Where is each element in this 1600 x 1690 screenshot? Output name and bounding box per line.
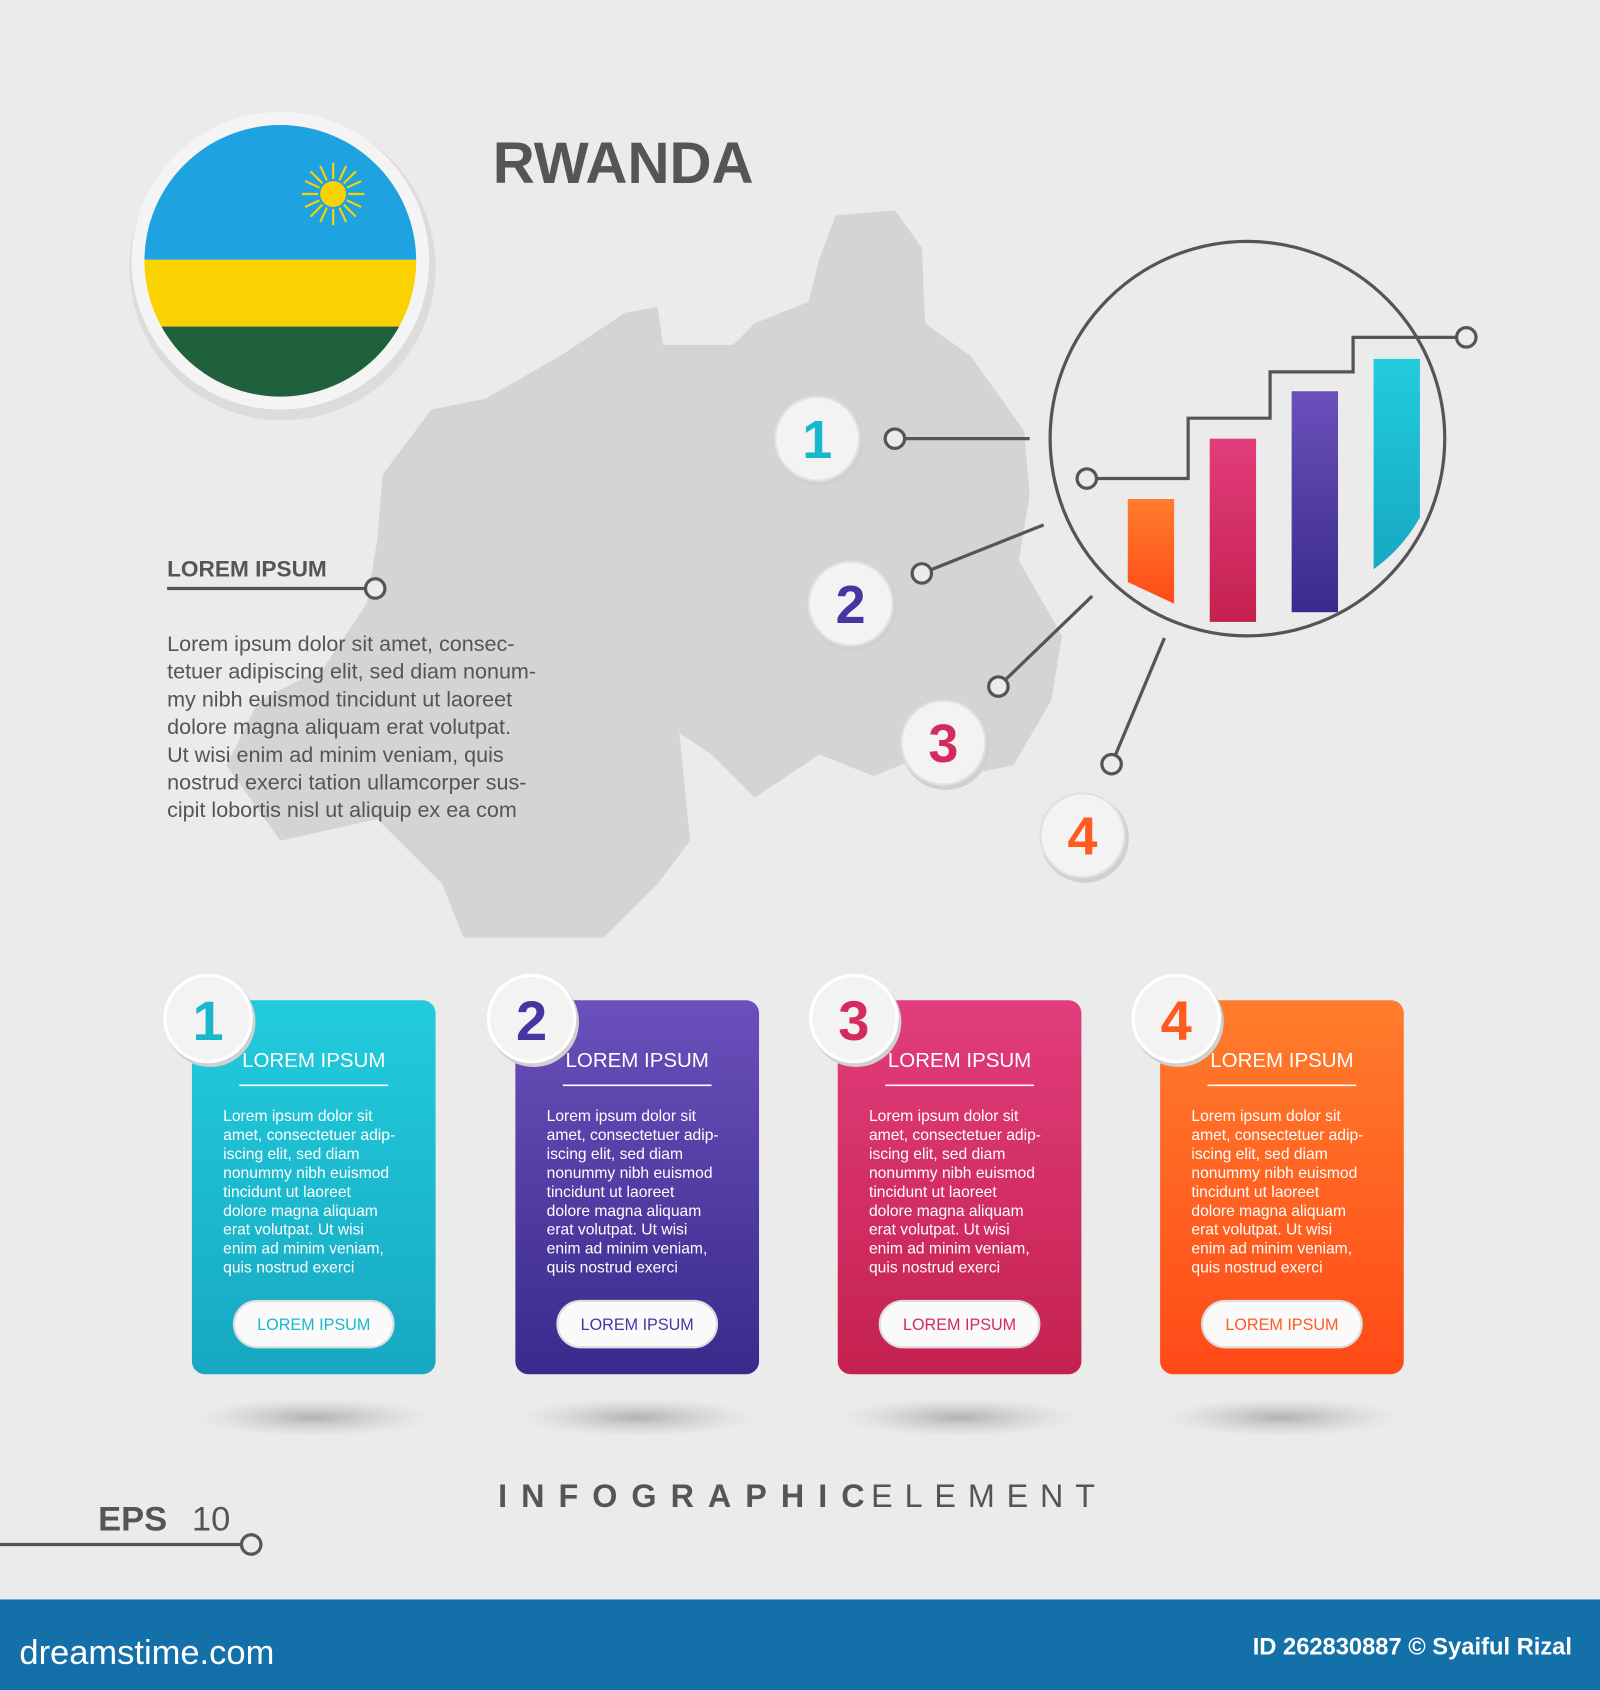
card-shadow [840, 1397, 1079, 1437]
watermark-bar [0, 1599, 1600, 1690]
side-text-line: tetuer adipiscing elit, sed diam nonum- [167, 659, 536, 684]
eps-label: EPS [98, 1500, 167, 1538]
watermark-site: dreamstime.com [19, 1634, 274, 1672]
card-text-line: erat volutpat. Ut wisi [223, 1222, 364, 1239]
card-text-line: quis nostrud exerci [1191, 1260, 1322, 1277]
callout-number: 2 [836, 575, 866, 635]
card-text-line: Lorem ipsum dolor sit [1191, 1108, 1341, 1125]
flag [129, 112, 436, 421]
card-text-line: enim ad minim veniam, [223, 1241, 384, 1258]
card-number: 2 [516, 989, 547, 1052]
card-text-line: quis nostrud exerci [223, 1260, 354, 1277]
side-text-line: my nibh euismod tincidunt ut laoreet [167, 686, 512, 711]
card-badge [163, 973, 253, 1064]
map [226, 210, 1062, 938]
card-text-line: erat volutpat. Ut wisi [1191, 1222, 1332, 1239]
card-text-line: quis nostrud exerci [547, 1260, 678, 1277]
card-text-line: tincidunt ut laoreet [547, 1184, 675, 1201]
title: RWANDA [493, 131, 754, 196]
card [837, 1000, 1082, 1375]
footer-infographic: INFOGRAPHIC [498, 1478, 879, 1514]
card-text-line: iscing elit, sed diam [547, 1146, 683, 1163]
side-text-line: Lorem ipsum dolor sit amet, consec- [167, 631, 514, 656]
card-badge [1131, 973, 1222, 1064]
card-text-line: tincidunt ut laoreet [1191, 1184, 1319, 1201]
card-text-line: nonummy nibh euismod [869, 1165, 1035, 1182]
card-text-line: dolore magna aliquam [869, 1203, 1024, 1220]
side-heading: LOREM IPSUM [167, 557, 327, 582]
card [191, 1000, 436, 1375]
card [515, 1000, 760, 1375]
card-text-line: dolore magna aliquam [1191, 1203, 1346, 1220]
callout-number: 3 [928, 714, 958, 774]
callout-badge [1039, 792, 1126, 879]
card-text-line: nonummy nibh euismod [1191, 1165, 1357, 1182]
eps-rule [0, 1533, 263, 1556]
card-number: 1 [192, 989, 223, 1052]
side-text-line: nostrud exerci tation ullamcorper sus- [167, 769, 526, 794]
side-text-line: cipit lobortis nisl ut aliquip ex ea com [167, 797, 517, 822]
callout-badge [900, 699, 987, 786]
card-text-line: erat volutpat. Ut wisi [547, 1222, 688, 1239]
card-button[interactable] [1201, 1299, 1363, 1349]
footer-element: ELEMENT [871, 1478, 1107, 1514]
card [1160, 1000, 1404, 1375]
card-text-line: Lorem ipsum dolor sit [223, 1108, 373, 1125]
card-text-line: nonummy nibh euismod [547, 1165, 713, 1182]
card-text-line: erat volutpat. Ut wisi [869, 1222, 1010, 1239]
callout-badge [774, 395, 861, 482]
watermark-credit: ID 262830887 © Syaiful Rizal [1253, 1634, 1572, 1660]
callout-number: 4 [1067, 807, 1097, 867]
card-button[interactable] [232, 1299, 395, 1349]
card-shadow [1163, 1397, 1401, 1437]
card-text-line: enim ad minim veniam, [1191, 1241, 1352, 1258]
card-button[interactable] [556, 1299, 719, 1349]
card-text-line: Lorem ipsum dolor sit [869, 1108, 1019, 1125]
card-text-line: quis nostrud exerci [869, 1260, 1000, 1277]
side-text-line: dolore magna aliquam erat volutpat. [167, 714, 511, 739]
card-number: 4 [1161, 989, 1192, 1052]
card-text-line: enim ad minim veniam, [547, 1241, 708, 1258]
card-text-line: amet, consectetuer adip- [547, 1127, 719, 1144]
card-badge [809, 973, 899, 1064]
card-text-line: tincidunt ut laoreet [869, 1184, 997, 1201]
callout-number: 1 [802, 410, 832, 470]
card-button-label: LOREM IPSUM [1225, 1316, 1338, 1334]
card-text-line: Lorem ipsum dolor sit [547, 1108, 697, 1125]
side-text-line: Ut wisi enim ad minim veniam, quis [167, 742, 504, 767]
card-title: LOREM IPSUM [1210, 1049, 1353, 1072]
card-shadow [518, 1397, 756, 1437]
card-text-line: dolore magna aliquam [223, 1203, 378, 1220]
card-title: LOREM IPSUM [242, 1049, 385, 1072]
card-text-line: nonummy nibh euismod [223, 1165, 389, 1182]
card-badge [486, 973, 577, 1064]
callout-badge [807, 560, 894, 647]
eps-version: 10 [192, 1500, 230, 1538]
card-text-line: enim ad minim veniam, [869, 1241, 1030, 1258]
card-text-line: amet, consectetuer adip- [869, 1127, 1041, 1144]
card-text-line: iscing elit, sed diam [869, 1146, 1005, 1163]
card-text-line: amet, consectetuer adip- [223, 1127, 395, 1144]
card-shadow [195, 1397, 433, 1437]
card-text-line: tincidunt ut laoreet [223, 1184, 351, 1201]
magnifier [1048, 239, 1478, 638]
mini-chart [1127, 358, 1420, 622]
card-button-label: LOREM IPSUM [257, 1316, 370, 1334]
card-text-line: amet, consectetuer adip- [1191, 1127, 1363, 1144]
side-rule [167, 577, 387, 600]
card-title: LOREM IPSUM [566, 1049, 709, 1072]
card-button[interactable] [878, 1299, 1041, 1349]
card-text-line: iscing elit, sed diam [1191, 1146, 1327, 1163]
card-text-line: dolore magna aliquam [547, 1203, 702, 1220]
card-number: 3 [838, 989, 869, 1052]
card-title: LOREM IPSUM [888, 1049, 1031, 1072]
connectors [883, 427, 1166, 776]
card-button-label: LOREM IPSUM [903, 1316, 1016, 1334]
card-text-line: iscing elit, sed diam [223, 1146, 359, 1163]
card-button-label: LOREM IPSUM [581, 1316, 694, 1334]
